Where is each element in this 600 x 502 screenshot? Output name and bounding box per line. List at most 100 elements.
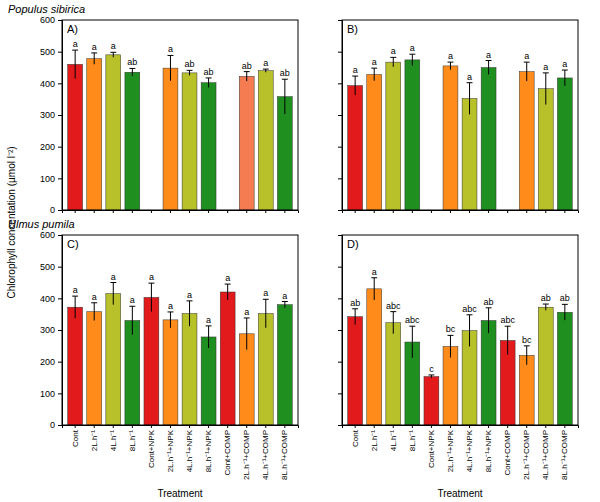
tick-label: 300 [40, 325, 55, 335]
tick-mark [431, 425, 432, 428]
tick-mark [338, 330, 342, 331]
tick-label: 4L.h⁻¹ [389, 430, 398, 452]
error-cap [390, 57, 396, 58]
bar [68, 307, 83, 425]
bar [144, 297, 159, 425]
tick-mark [265, 425, 266, 428]
tick-mark [526, 210, 527, 213]
significance-letter: a [562, 59, 567, 69]
tick-mark [94, 210, 95, 213]
tick-mark [58, 267, 62, 268]
error-cap [206, 325, 212, 326]
tick-label: 600 [40, 230, 55, 240]
error-line [564, 304, 565, 320]
axis-line [63, 211, 299, 214]
tick-mark [189, 210, 190, 213]
error-bar [390, 312, 396, 334]
error-bar [524, 346, 530, 365]
error-line [94, 303, 95, 321]
tick [338, 267, 342, 268]
error-bar [206, 78, 212, 88]
error-bar [129, 306, 135, 335]
tick-mark [58, 235, 62, 236]
error-bar [72, 296, 78, 318]
tick: 8L.h⁻¹ [128, 425, 137, 451]
panel-title: A) [67, 23, 78, 35]
error-bar [244, 318, 250, 350]
bar [106, 55, 121, 210]
error-cap [486, 307, 492, 308]
error-bar [486, 61, 492, 75]
tick [338, 235, 342, 236]
error-cap [187, 70, 193, 71]
bar [538, 307, 553, 425]
tick-mark [58, 362, 62, 363]
bar [481, 321, 496, 426]
error-bar [562, 304, 568, 320]
tick-mark [338, 20, 342, 21]
tick-mark [284, 210, 285, 213]
error-cap [167, 55, 173, 56]
tick-mark [151, 210, 152, 213]
bar [258, 71, 273, 210]
plot-marks [68, 50, 293, 210]
tick: Cont+COMP [503, 425, 512, 476]
tick: 100 [40, 174, 62, 184]
error-cap [148, 283, 154, 284]
tick-mark [246, 425, 247, 428]
x-axis: Cont2L.h⁻¹4L.h⁻¹8L.h⁻¹Cont+NPK2L.h⁻¹+NPK… [343, 425, 579, 480]
significance-letter: a [73, 39, 78, 49]
tick-label: 600 [40, 15, 55, 25]
bar [348, 317, 363, 425]
bar [163, 320, 178, 425]
error-bar [543, 73, 549, 105]
tick [393, 210, 394, 213]
tick-label: 2L.h⁻¹+NPK [446, 429, 455, 472]
plot-frame [62, 235, 298, 425]
error-line [284, 302, 285, 308]
error-bar [447, 335, 453, 357]
tick: Cont+NPK [427, 425, 436, 468]
error-line [545, 73, 546, 105]
tick-label: 200 [40, 357, 55, 367]
tick-label: 8L.h⁻¹+COMP [560, 430, 569, 480]
error-cap [91, 302, 97, 303]
tick-mark [564, 210, 565, 213]
tick-label: 500 [40, 262, 55, 272]
error-cap [352, 76, 358, 77]
error-bar [543, 304, 549, 310]
error-bar [352, 76, 358, 95]
tick [338, 425, 342, 426]
tick-mark [75, 425, 76, 428]
tick-mark [545, 425, 546, 428]
error-line [170, 55, 171, 80]
significance-letter: a [543, 62, 548, 72]
tick-label: 4L.h⁻¹ [109, 430, 118, 452]
error-line [75, 296, 76, 318]
tick: 4L.h⁻¹ [389, 425, 398, 451]
significance-letter: ab [127, 57, 137, 67]
x-axis-title: Treatment [437, 488, 482, 499]
error-bar [110, 283, 116, 305]
bar [481, 68, 496, 211]
significance-letter: abc [386, 301, 401, 311]
tick-mark [431, 210, 432, 213]
error-bar [91, 53, 97, 64]
tick-mark [507, 425, 508, 428]
error-bar [352, 309, 358, 325]
tick-label: 8L.h⁻¹+COMP [280, 430, 289, 480]
error-cap [72, 50, 78, 51]
significance-letter: ab [280, 68, 290, 78]
species-label: Ulmus pumila [8, 218, 75, 230]
significance-letter: ab [204, 67, 214, 77]
error-cap [409, 54, 415, 55]
tick: 500 [40, 47, 62, 57]
tick-label: 0 [50, 205, 55, 215]
error-cap [225, 284, 231, 285]
significance-letter: bc [446, 324, 456, 334]
tick-mark [338, 147, 342, 148]
tick [75, 210, 76, 213]
y-axis [338, 21, 343, 211]
plot-marks [348, 278, 573, 425]
error-bar [225, 284, 231, 300]
